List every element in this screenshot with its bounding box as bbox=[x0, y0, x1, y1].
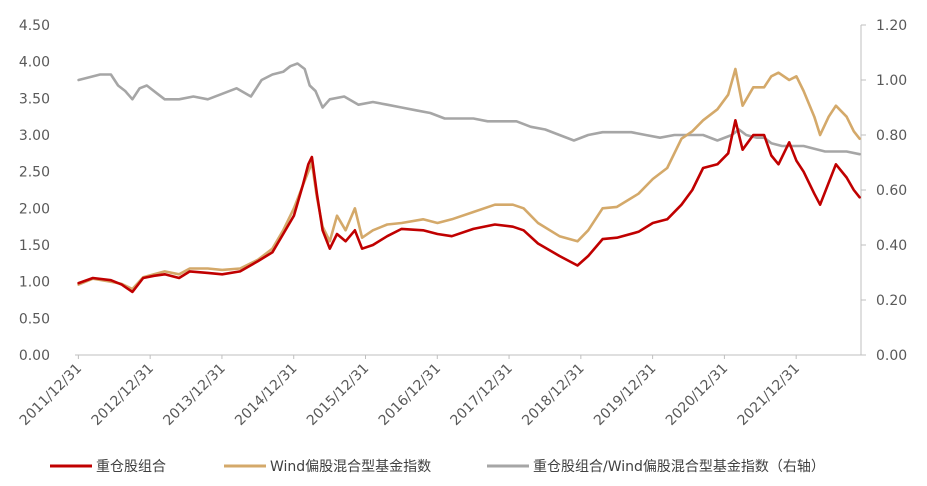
right-tick-label: 0.80 bbox=[876, 128, 907, 144]
x-tick-label: 2020/12/31 bbox=[663, 361, 731, 429]
x-tick-label: 2021/12/31 bbox=[735, 361, 803, 429]
legend-label: Wind偏股混合型基金指数 bbox=[270, 458, 431, 475]
legend-label: 重仓股组合 bbox=[96, 459, 166, 475]
right-tick-label: 0.20 bbox=[876, 293, 907, 309]
x-axis-ticks: 2011/12/31 2012/12/31 2013/12/31 2014/12/31… bbox=[17, 355, 803, 429]
right-tick-label: 0.00 bbox=[876, 348, 907, 364]
x-tick-label: 2018/12/31 bbox=[519, 361, 587, 429]
left-tick-label: 3.50 bbox=[19, 91, 50, 107]
axes bbox=[75, 25, 862, 356]
series-line-0 bbox=[77, 119, 861, 294]
right-tick-label: 1.20 bbox=[876, 18, 907, 34]
left-tick-label: 1.00 bbox=[19, 275, 50, 291]
x-tick-label: 2017/12/31 bbox=[448, 361, 516, 429]
x-tick-label: 2019/12/31 bbox=[591, 361, 659, 429]
left-tick-label: 4.50 bbox=[19, 18, 50, 34]
legend-label: 重仓股组合/Wind偏股混合型基金指数（右轴） bbox=[533, 458, 825, 475]
left-tick-label: 0.50 bbox=[19, 311, 50, 327]
left-tick-label: 1.50 bbox=[19, 238, 50, 254]
left-tick-label: 3.00 bbox=[19, 128, 50, 144]
x-tick-label: 2014/12/31 bbox=[232, 361, 300, 429]
x-tick-label: 2012/12/31 bbox=[89, 361, 157, 429]
right-axis-ticks: 0.00 0.20 0.40 0.60 0.80 1.00 1.20 bbox=[861, 18, 907, 364]
right-tick-label: 0.60 bbox=[876, 183, 907, 199]
left-tick-label: 0.00 bbox=[19, 348, 50, 364]
left-tick-label: 4.00 bbox=[19, 55, 50, 71]
right-tick-label: 1.00 bbox=[876, 73, 907, 89]
x-tick-label: 2011/12/31 bbox=[17, 361, 85, 429]
left-tick-label: 2.50 bbox=[19, 165, 50, 181]
left-tick-label: 2.00 bbox=[19, 201, 50, 217]
x-tick-label: 2015/12/31 bbox=[304, 361, 372, 429]
right-tick-label: 0.40 bbox=[876, 238, 907, 254]
left-axis-ticks: 0.00 0.50 1.00 1.50 2.00 2.50 3.00 3.50 4.00 4.50 bbox=[19, 18, 50, 364]
series-lines bbox=[77, 62, 861, 294]
legend: 重仓股组合 Wind偏股混合型基金指数 重仓股组合/Wind偏股混合型基金指数（右轴… bbox=[50, 458, 825, 475]
series-line-2 bbox=[77, 62, 861, 156]
series-line-1 bbox=[77, 67, 861, 291]
x-tick-label: 2016/12/31 bbox=[376, 361, 444, 429]
x-tick-label: 2013/12/31 bbox=[160, 361, 228, 429]
